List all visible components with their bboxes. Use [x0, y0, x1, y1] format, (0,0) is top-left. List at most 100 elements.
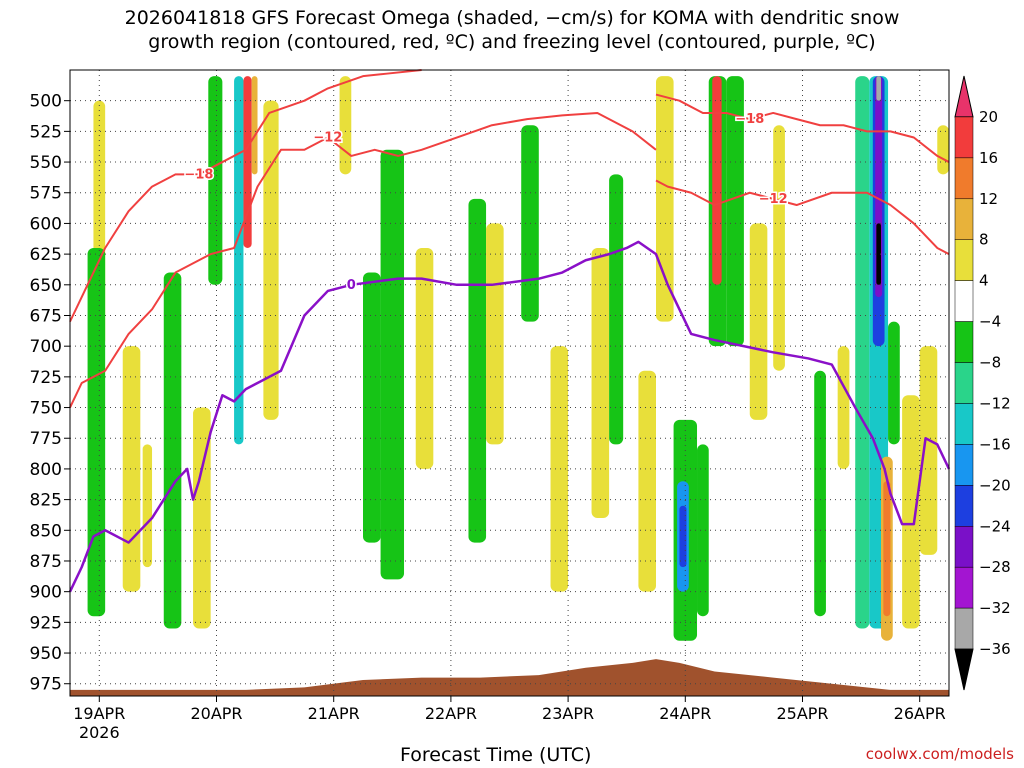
omega-shade-region — [163, 272, 182, 629]
colorbar-label: −28 — [979, 558, 1011, 576]
y-tick-label: 800 — [30, 460, 62, 480]
colorbar-label: −20 — [979, 476, 1011, 494]
omega-shade-region — [837, 346, 850, 469]
omega-shade-region — [679, 505, 687, 568]
omega-shade-region — [193, 407, 211, 629]
dgz-contour-minus18 — [69, 69, 422, 323]
omega-shade-region — [902, 395, 920, 629]
omega-shade-region — [656, 76, 674, 322]
omega-shade-region — [380, 149, 405, 580]
colorbar-label: 20 — [979, 108, 998, 126]
omega-shade-region — [937, 125, 949, 175]
x-tick-label: 23APR — [542, 704, 594, 723]
x-tick-label: 22APR — [425, 704, 477, 723]
omega-shade-region — [773, 125, 785, 371]
y-tick-label: 500 — [30, 92, 62, 112]
omega-shading-layer — [87, 76, 949, 641]
omega-shade-region — [468, 198, 487, 543]
y-tick-label: 575 — [30, 184, 62, 204]
x-year-label: 2026 — [79, 723, 120, 742]
omega-shade-region — [591, 247, 610, 519]
x-tick-label: 26APR — [894, 704, 946, 723]
colorbar-label: −36 — [979, 640, 1011, 658]
freezing-level-contour — [68, 240, 951, 593]
x-axis-title: Forecast Time (UTC) — [400, 744, 592, 766]
omega-shade-region — [888, 321, 900, 445]
colorbar-swatch — [954, 116, 974, 159]
colorbar-swatch — [954, 321, 974, 363]
colorbar-label: 12 — [979, 190, 998, 208]
colorbar: 20 16 12 8 4 −4 −8 −12 −16 −20 −24 −28 −32 −36 — [954, 75, 1011, 691]
colorbar-label: −12 — [979, 394, 1011, 412]
colorbar-label: −4 — [979, 313, 1001, 331]
colorbar-label: −8 — [979, 354, 1001, 372]
omega-shade-region — [855, 76, 870, 629]
omega-shade-region — [697, 444, 709, 617]
omega-shade-region — [638, 370, 656, 592]
y-tick-label: 775 — [30, 429, 62, 449]
omega-shade-region — [251, 76, 258, 175]
colorbar-swatch — [954, 75, 974, 118]
omega-shade-region — [712, 76, 722, 285]
y-tick-label: 550 — [30, 153, 62, 173]
colorbar-label: −32 — [979, 599, 1011, 617]
omega-shade-region — [876, 76, 882, 101]
colorbar-swatch — [954, 198, 974, 240]
colorbar-label: 16 — [979, 149, 998, 167]
omega-shade-region — [87, 247, 106, 617]
colorbar-swatch — [954, 444, 974, 486]
omega-shade-region — [609, 174, 624, 445]
dgz-contour-minus18-label: −18 — [184, 167, 213, 182]
omega-shade-region — [208, 76, 223, 285]
x-axis: 19APR 20APR 21APR 22APR 23APR 24APR 25APR 26APR… — [73, 696, 946, 742]
omega-shade-region — [263, 100, 279, 420]
colorbar-label: −24 — [979, 517, 1011, 535]
omega-shade-region — [363, 272, 381, 543]
x-tick-label: 21APR — [308, 704, 360, 723]
y-tick-label: 675 — [30, 306, 62, 326]
colorbar-swatch — [954, 157, 974, 200]
colorbar-swatch — [954, 566, 974, 609]
y-tick-label: 825 — [30, 491, 62, 511]
x-tick-label: 25APR — [776, 704, 828, 723]
dgz-contour-minus12-label: −12 — [313, 131, 342, 146]
title-line-1: 2026041818 GFS Forecast Omega (shaded, −… — [124, 7, 900, 29]
omega-shade-region — [142, 444, 153, 568]
omega-shade-region — [550, 346, 569, 592]
dgz-contour-minus12-label: −12 — [759, 192, 788, 207]
plot-frame — [69, 69, 950, 697]
y-tick-label: 950 — [30, 644, 62, 664]
omega-shade-region — [876, 223, 882, 285]
y-tick-label: 875 — [30, 552, 62, 572]
dgz-contour-minus18-label: −18 — [735, 112, 764, 127]
colorbar-label: 4 — [979, 272, 989, 290]
omega-shade-region — [749, 223, 768, 420]
terrain-layer — [70, 659, 949, 696]
y-tick-label: 725 — [30, 368, 62, 388]
x-tick-label: 19APR — [73, 704, 125, 723]
colorbar-label: −16 — [979, 435, 1011, 453]
terrain-fill — [70, 659, 949, 696]
omega-shade-region — [883, 481, 891, 617]
y-tick-label: 525 — [30, 122, 62, 142]
colorbar-swatch — [954, 239, 974, 281]
y-tick-label: 975 — [30, 675, 62, 695]
colorbar-label: 8 — [979, 231, 989, 249]
y-tick-label: 900 — [30, 583, 62, 603]
colorbar-swatch — [954, 485, 974, 527]
y-tick-label: 650 — [30, 276, 62, 296]
y-tick-label: 750 — [30, 399, 62, 419]
y-tick-label: 925 — [30, 613, 62, 633]
freezing-level-contour-label: 0 — [347, 278, 356, 293]
omega-shade-region — [234, 76, 244, 445]
omega-shade-region — [415, 247, 434, 469]
credit-link[interactable]: coolwx.com/models — [865, 745, 1014, 763]
dgz-contour-minus12 — [655, 179, 950, 256]
dgz-contour-minus12 — [69, 111, 657, 408]
colorbar-swatch — [954, 280, 974, 322]
y-tick-label: 625 — [30, 245, 62, 265]
y-tick-label: 700 — [30, 337, 62, 357]
colorbar-swatch — [954, 648, 974, 691]
omega-shade-region — [919, 346, 938, 555]
